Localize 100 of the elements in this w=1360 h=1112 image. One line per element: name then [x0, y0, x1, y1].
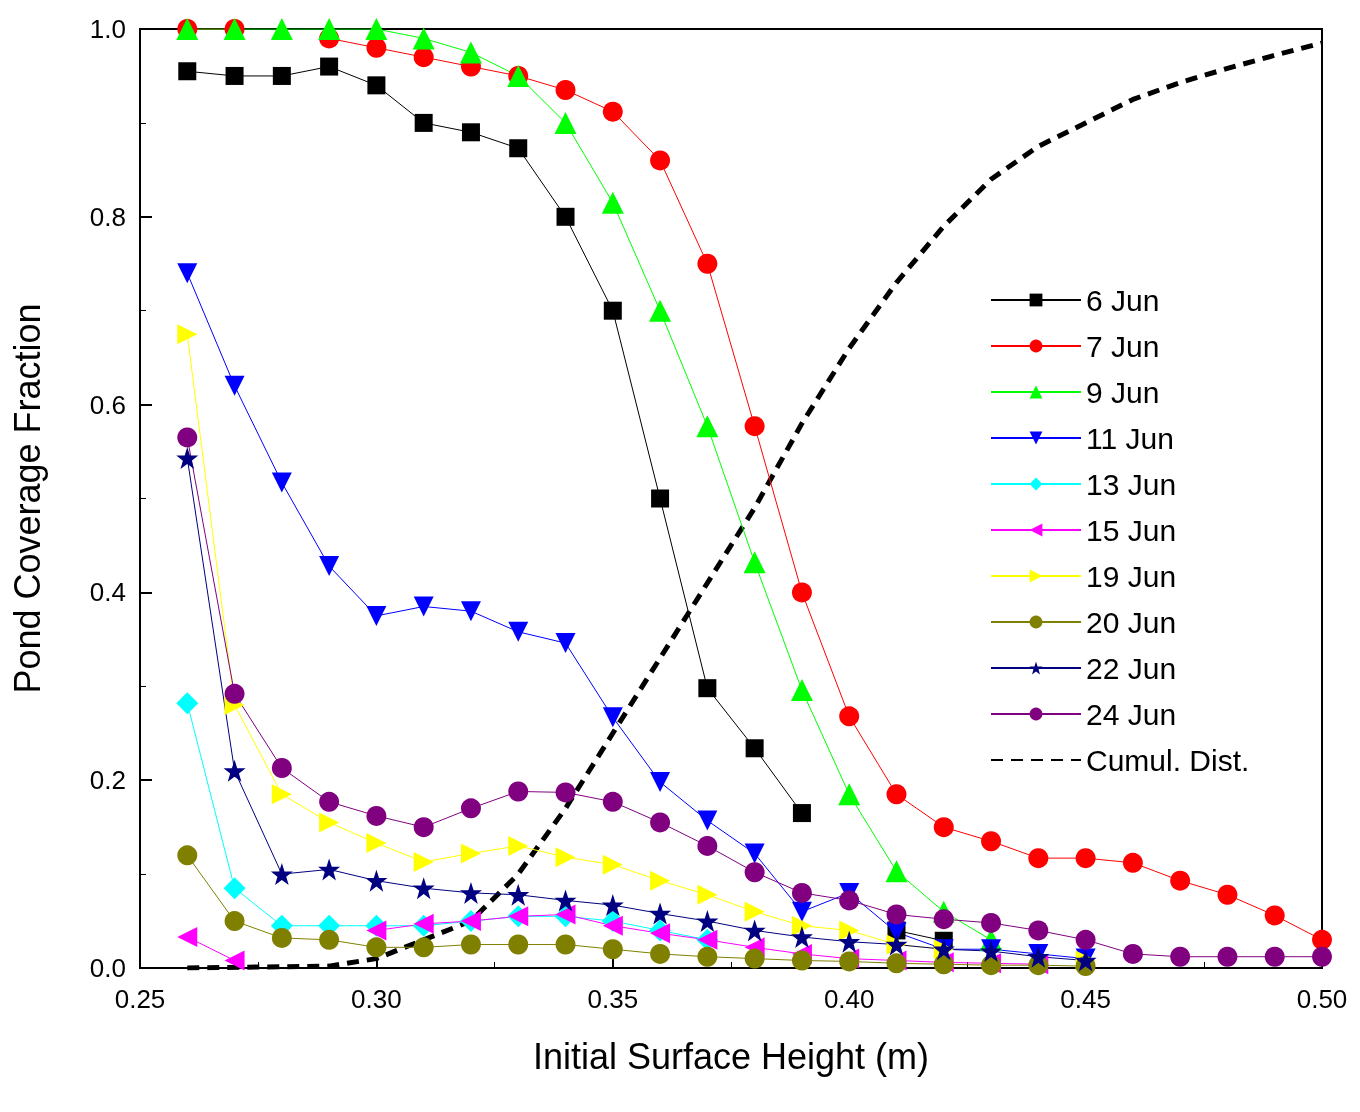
point — [981, 912, 1002, 933]
point — [1217, 884, 1238, 905]
point — [1264, 905, 1285, 926]
point — [602, 939, 623, 960]
point — [365, 18, 388, 40]
point — [412, 877, 435, 900]
point — [460, 798, 481, 819]
point — [650, 943, 671, 964]
point — [459, 41, 482, 64]
point — [270, 18, 293, 40]
point — [555, 633, 576, 654]
point — [461, 123, 480, 142]
point — [224, 683, 245, 704]
point — [744, 843, 765, 864]
point — [555, 847, 576, 868]
point — [601, 191, 624, 214]
legend-label: 24 Jun — [1086, 697, 1177, 731]
point — [508, 934, 529, 955]
point — [224, 375, 245, 396]
point — [791, 901, 812, 922]
legend-label: 9 Jun — [1086, 375, 1160, 409]
point — [319, 929, 340, 950]
point — [791, 915, 812, 936]
point — [224, 911, 245, 932]
legend-label: 11 Jun — [1086, 421, 1174, 455]
point — [744, 901, 765, 922]
point — [839, 920, 860, 941]
point — [223, 877, 246, 900]
point — [412, 27, 435, 50]
point — [697, 810, 718, 831]
point — [839, 706, 860, 727]
point — [508, 835, 529, 856]
point — [177, 427, 198, 448]
point — [651, 489, 670, 508]
point — [886, 904, 907, 925]
y-tick-label: 0.0 — [89, 953, 126, 983]
point — [1075, 929, 1096, 950]
point — [602, 101, 623, 122]
point — [791, 882, 812, 903]
point — [223, 759, 246, 782]
point — [225, 66, 244, 85]
point — [413, 851, 434, 872]
point — [743, 551, 766, 574]
point — [696, 415, 719, 438]
y-tick-label: 0.4 — [89, 577, 126, 608]
point — [839, 890, 860, 911]
point — [838, 783, 861, 806]
point — [556, 207, 575, 226]
point — [177, 324, 198, 345]
point — [554, 889, 577, 912]
point — [413, 596, 434, 617]
legend-label: 20 Jun — [1086, 605, 1177, 639]
point — [697, 946, 718, 967]
point — [602, 791, 623, 812]
point — [413, 47, 434, 68]
point — [270, 863, 293, 886]
point — [460, 843, 481, 864]
point — [603, 301, 622, 320]
y-tick-label: 1.0 — [89, 14, 126, 44]
point — [366, 937, 387, 958]
point — [367, 76, 386, 95]
point — [744, 862, 765, 883]
point — [271, 784, 292, 805]
point — [508, 621, 529, 642]
legend-label: 19 Jun — [1086, 559, 1177, 593]
point — [177, 845, 198, 866]
point — [790, 926, 813, 949]
point — [320, 57, 339, 76]
point — [555, 934, 576, 955]
point — [744, 948, 765, 969]
point — [459, 881, 482, 904]
point — [554, 111, 577, 134]
point — [649, 902, 672, 925]
point — [414, 113, 433, 132]
point — [650, 870, 671, 891]
point — [1122, 943, 1143, 964]
y-tick-label: 0.2 — [89, 765, 126, 796]
point — [365, 869, 388, 892]
point — [460, 934, 481, 955]
point — [650, 812, 671, 833]
point — [650, 772, 671, 793]
point — [1264, 946, 1285, 967]
x-tick-label: 0.40 — [823, 984, 875, 1014]
point — [272, 66, 291, 85]
point — [1122, 852, 1143, 873]
point — [649, 299, 672, 322]
legend-label: 22 Jun — [1086, 651, 1177, 685]
point — [555, 782, 576, 803]
point — [507, 883, 530, 906]
x-axis-title: Initial Surface Height (m) — [532, 1035, 930, 1077]
point — [650, 150, 671, 171]
point — [460, 601, 481, 622]
point — [1075, 848, 1096, 869]
y-tick-label: 0.6 — [89, 389, 126, 420]
point — [1312, 929, 1332, 950]
point — [791, 582, 812, 603]
x-tick-label: 0.50 — [1296, 984, 1348, 1014]
point — [319, 812, 340, 833]
point — [697, 884, 718, 905]
point — [271, 472, 292, 493]
